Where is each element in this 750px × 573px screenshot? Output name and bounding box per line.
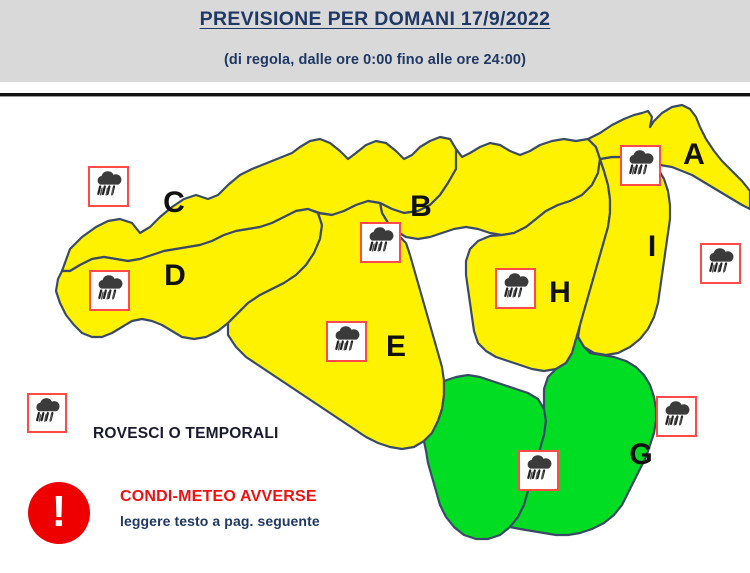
header-divider: [0, 93, 750, 97]
rain-shower-thunderstorm-icon: [665, 401, 690, 426]
header-band: [0, 0, 750, 82]
rain-shower-thunderstorm-icon: [36, 398, 60, 422]
page-title: PREVISIONE PER DOMANI 17/9/2022: [199, 8, 551, 30]
zone-I-area[interactable]: [576, 155, 672, 357]
weather-icon-box-zone-I[interactable]: [700, 243, 741, 284]
zone-fills: [54, 103, 750, 541]
rain-shower-thunderstorm-icon: [527, 455, 552, 480]
rain-shower-thunderstorm-icon: [369, 227, 394, 252]
weather-icon-box-zone-B[interactable]: [360, 222, 401, 263]
zone-label-A: A: [683, 138, 705, 171]
zone-label-E: E: [386, 330, 406, 363]
rain-shower-thunderstorm-icon: [335, 326, 360, 351]
rain-shower-thunderstorm-icon: [629, 150, 654, 175]
rain-shower-thunderstorm-icon: [709, 248, 734, 273]
zone-label-C: C: [163, 186, 185, 219]
weather-icon-box-zone-E[interactable]: [326, 321, 367, 362]
weather-icon-box-zone-G[interactable]: [656, 396, 697, 437]
legend-rain-label: ROVESCI O TEMPORALI: [93, 425, 279, 442]
rain-shower-thunderstorm-icon: [504, 273, 529, 298]
alert-title: CONDI-METEO AVVERSE: [120, 488, 317, 505]
weather-icon-box-zone-F[interactable]: [518, 450, 559, 491]
map-svg: A B C D E F G H I: [54, 103, 750, 541]
weather-icon-box-zone-D[interactable]: [89, 270, 130, 311]
zone-letters: A B C D E F G H I: [163, 138, 705, 481]
legend-rain-icon-box: [27, 393, 67, 433]
exclamation-icon: !: [51, 487, 67, 536]
alert-badge: !: [28, 482, 90, 544]
zone-label-B: B: [410, 190, 432, 223]
zone-label-D: D: [164, 259, 186, 292]
rain-shower-thunderstorm-icon: [97, 171, 122, 196]
weather-icon-box-zone-C[interactable]: [88, 166, 129, 207]
weather-icon-box-zone-A[interactable]: [620, 145, 661, 186]
weather-icon-box-zone-H[interactable]: [495, 268, 536, 309]
zone-label-I: I: [648, 230, 656, 263]
alert-subtitle: leggere testo a pag. seguente: [120, 513, 320, 529]
zone-label-H: H: [549, 276, 571, 309]
rain-shower-thunderstorm-icon: [98, 275, 123, 300]
zone-label-G: G: [629, 438, 652, 471]
sicily-warning-map: A B C D E F G H I: [0, 99, 750, 573]
page-subtitle: (di regola, dalle ore 0:00 fino alle ore…: [223, 52, 527, 68]
